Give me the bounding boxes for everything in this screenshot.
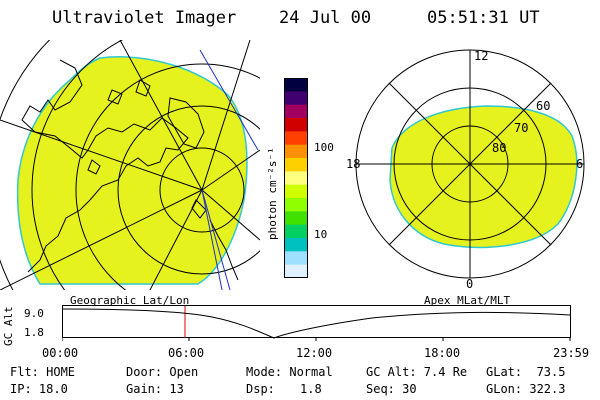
colorbar-tick-100: 100 <box>314 141 334 154</box>
mlat-70-label: 70 <box>514 121 528 135</box>
gain-info: Gain: 13 <box>126 382 184 396</box>
geographic-map <box>0 40 260 290</box>
time-tick-0: 00:00 <box>42 346 79 360</box>
instrument-title: Ultraviolet Imager <box>52 8 237 28</box>
magnetic-polar-plot: 12 18 6 0 60 70 80 <box>346 49 585 290</box>
altitude-axis-label: GC Alt <box>2 306 15 346</box>
dsp-value: 1.8 <box>300 382 322 396</box>
door-info: Door: Open <box>126 365 199 379</box>
geographic-panel-label: Geographic Lat/Lon <box>70 294 190 307</box>
colorbar-segment <box>284 171 308 186</box>
date-label: 24 Jul 00 <box>279 8 372 28</box>
latitude-circles <box>0 40 260 290</box>
seq-info: Seq: 30 <box>366 382 417 396</box>
gc-alt-info: GC Alt: 7.4 Re <box>366 365 468 379</box>
mlt-lines <box>356 50 584 278</box>
colorbar-segment <box>284 91 308 106</box>
terminator-lines <box>199 49 259 290</box>
colorbar-tick-10: 10 <box>314 228 328 241</box>
colorbar-border <box>284 78 308 278</box>
altitude-curve <box>62 308 571 339</box>
colorbar-segment <box>284 238 308 252</box>
colorbar-segment <box>284 158 308 172</box>
time-tick-4: 23:59 <box>553 346 590 360</box>
colorbar-segment <box>284 251 308 266</box>
ip-info: IP: 18.0 <box>10 382 68 396</box>
magnetic-panel-label: Apex MLat/MLT <box>424 294 511 307</box>
colorbar-segment <box>284 211 308 226</box>
longitude-lines <box>0 40 260 290</box>
mlt-12-label: 12 <box>474 49 488 63</box>
coastline-islands <box>87 79 207 219</box>
auroral-image-geo <box>16 56 248 285</box>
colorbar-segment <box>284 264 308 278</box>
mlt-18-label: 18 <box>346 157 360 171</box>
altitude-y-top: 9.0 <box>24 307 44 320</box>
time-tick-1: 06:00 <box>168 346 205 360</box>
altitude-y-bottom: 1.8 <box>24 326 44 339</box>
colorbar-segment <box>284 144 308 159</box>
auroral-image-mag <box>389 105 578 249</box>
colorbar-segment <box>284 184 308 199</box>
colorbar-segment <box>284 78 308 92</box>
mode-info: Mode: Normal <box>246 365 333 379</box>
time-label: 05:51:31 UT <box>427 8 540 28</box>
coastline-east <box>209 219 239 281</box>
coastline <box>21 59 189 273</box>
colorbar <box>284 78 308 278</box>
colorbar-segment <box>284 118 308 132</box>
colorbar-segment <box>284 131 308 146</box>
time-tick-2: 12:00 <box>296 346 333 360</box>
dsp-label: Dsp: <box>246 382 275 396</box>
glat-info: GLat: 73.5 <box>486 365 566 379</box>
mlt-6-label: 6 <box>576 157 583 171</box>
colorbar-segment <box>284 198 308 212</box>
mlat-60-label: 60 <box>536 99 550 113</box>
altitude-x-ticks <box>62 338 571 341</box>
flight-info: Flt: HOME <box>10 365 76 379</box>
altitude-plot <box>62 305 571 341</box>
mlt-0-label: 0 <box>466 277 473 290</box>
glon-info: GLon: 322.3 <box>486 382 566 396</box>
mlat-80-label: 80 <box>492 141 506 155</box>
time-tick-3: 18:00 <box>424 346 461 360</box>
colorbar-segment <box>284 104 308 119</box>
colorbar-segment <box>284 224 308 239</box>
colorbar-unit-label: photon cm⁻²s⁻¹ <box>266 147 279 240</box>
